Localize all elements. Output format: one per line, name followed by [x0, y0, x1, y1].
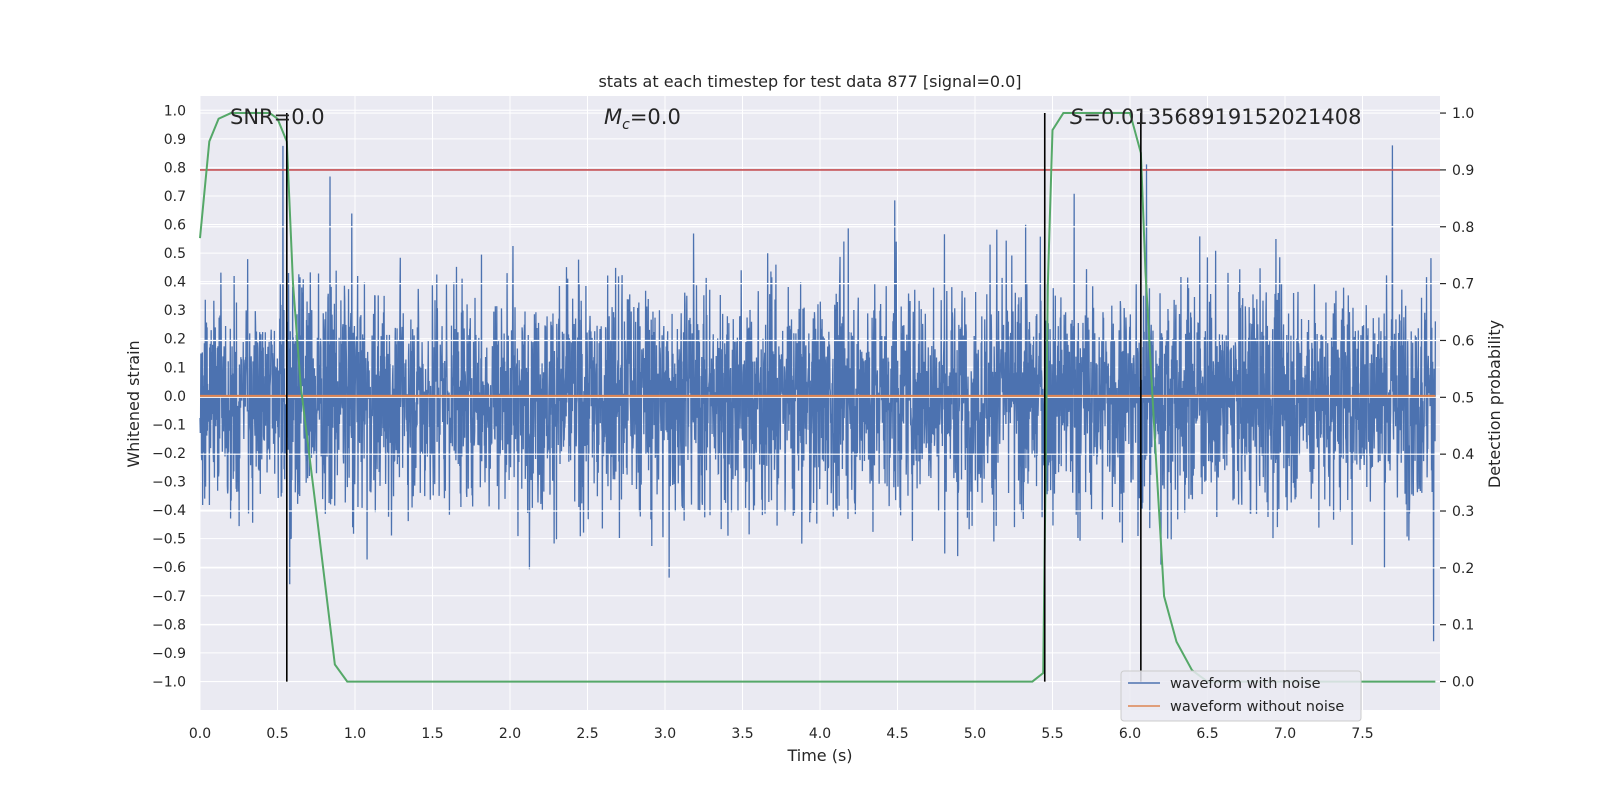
y-right-tick-label: 0.9	[1452, 163, 1474, 179]
y-right-tick-label: 0.6	[1452, 333, 1474, 349]
y-left-tick-label: −0.8	[152, 617, 186, 633]
y-axis-label-right: Detection probability	[1485, 320, 1504, 488]
legend-box	[1120, 670, 1362, 722]
y-right-tick-label: 0.5	[1452, 390, 1474, 406]
y-right-tick-label: 0.7	[1452, 277, 1474, 293]
y-left-tick-label: 0.5	[164, 246, 186, 262]
y-right-tick-label: 1.0	[1452, 106, 1474, 122]
y-right-tick-label: 0.4	[1452, 447, 1474, 463]
x-tick-label: 0.5	[266, 726, 288, 742]
y-left-tick-label: 1.0	[164, 103, 186, 119]
legend-label-noise: waveform with noise	[1170, 676, 1321, 692]
x-tick-label: 5.5	[1041, 726, 1063, 742]
x-tick-label: 7.5	[1351, 726, 1373, 742]
x-tick-label: 3.5	[731, 726, 753, 742]
y-left-tick-label: −0.6	[152, 560, 186, 576]
chart-title: stats at each timestep for test data 877…	[598, 72, 1021, 91]
y-left-tick-label: −0.4	[152, 503, 186, 519]
x-tick-label: 1.5	[421, 726, 443, 742]
snr-annotation: SNR=0.0	[230, 105, 325, 129]
ticks: 0.0 0.5 1.0 1.5 2.0 2.5 3.0 3.5 4.0 4.5 5.0 5.5 6.0 6…	[152, 103, 1474, 742]
y-left-tick-label: −1.0	[152, 674, 186, 690]
y-axis-label-left: Whitened strain	[124, 340, 143, 467]
y-left-tick-label: 0.4	[164, 275, 186, 291]
y-left-tick-label: −0.5	[152, 532, 186, 548]
x-tick-label: 7.0	[1274, 726, 1296, 742]
x-tick-label: 0.0	[189, 726, 211, 742]
y-right-tick-label: 0.3	[1452, 504, 1474, 520]
noise-series	[199, 145, 1436, 642]
y-left-tick-label: 0.3	[164, 303, 186, 319]
y-left-tick-label: 0.8	[164, 160, 186, 176]
y-left-tick-label: −0.3	[152, 475, 186, 491]
y-left-tick-label: 0.2	[164, 332, 186, 348]
legend: waveform with noise waveform without noi…	[1120, 670, 1362, 722]
x-tick-label: 2.5	[576, 726, 598, 742]
y-left-tick-label: 0.1	[164, 360, 186, 376]
x-tick-label: 1.0	[344, 726, 366, 742]
x-axis-label: Time (s)	[786, 746, 852, 765]
x-tick-label: 6.5	[1196, 726, 1218, 742]
s-annotation: S=0.013568919152021408	[1070, 105, 1361, 129]
y-left-tick-label: 0.6	[164, 218, 186, 234]
x-tick-label: 4.5	[886, 726, 908, 742]
waveform-with-noise-line	[199, 145, 1436, 642]
detection-probability-line	[199, 112, 1436, 683]
x-tick-label: 6.0	[1119, 726, 1141, 742]
mc-annotation: Mc=0.0	[604, 105, 681, 133]
x-tick-label: 2.0	[499, 726, 521, 742]
x-tick-label: 5.0	[964, 726, 986, 742]
legend-label-clean: waveform without noise	[1170, 699, 1344, 715]
y-right-tick-label: 0.1	[1452, 618, 1474, 634]
y-right-tick-label: 0.8	[1452, 220, 1474, 236]
x-tick-label: 3.0	[654, 726, 676, 742]
y-left-tick-label: −0.2	[152, 446, 186, 462]
y-left-tick-label: −0.1	[152, 417, 186, 433]
y-right-tick-label: 0.0	[1452, 675, 1474, 691]
x-tick-label: 4.0	[809, 726, 831, 742]
y-left-tick-label: 0.0	[164, 389, 186, 405]
y-left-tick-label: −0.7	[152, 589, 186, 605]
y-left-tick-label: 0.9	[164, 132, 186, 148]
y-right-tick-label: 0.2	[1452, 561, 1474, 577]
y-left-tick-label: −0.9	[152, 646, 186, 662]
y-left-tick-label: 0.7	[164, 189, 186, 205]
lines	[199, 112, 1440, 683]
